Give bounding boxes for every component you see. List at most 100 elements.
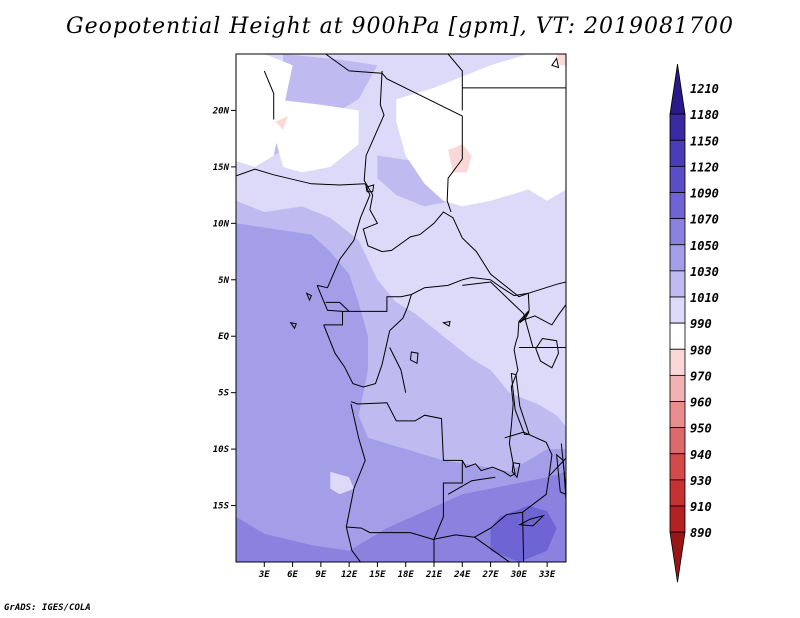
colorbar-swatch-11 [669,374,686,402]
colorbar-swatch-0 [669,63,686,115]
x-tick-label-9E: 9E [315,570,326,580]
colorbar-label-910: 910 [690,500,712,514]
colorbar-label-970: 970 [690,369,712,383]
boundary-23 [447,476,496,495]
boundary-26 [548,457,566,477]
boundary-24 [474,536,510,562]
y-axis-ticks: 20N 15N 10N 5N EQ 5S 10S 15S [212,106,236,512]
x-tick-label-24E: 24E [453,570,471,580]
country-boundaries [236,54,566,562]
lake-5 [365,184,375,193]
x-tick-label-12E: 12E [341,570,358,580]
colorbar-swatch-4 [669,192,686,220]
boundary-16 [474,476,550,538]
colorbar: 1210 1180 1150 1120 1090 1070 1050 1030 1010 990 9… [669,63,719,583]
boundary-11 [389,347,407,393]
height-region-11 [448,144,472,173]
boundary-25 [522,512,525,562]
x-tick-label-18E: 18E [398,570,415,580]
colorbar-swatch-6 [669,244,686,272]
x-tick-label-27E: 27E [481,570,499,580]
boundary-6 [446,158,463,213]
y-tick-label-15N: 15N [213,163,230,173]
x-axis-ticks: 3E 6E 9E 12E 15E 18E 21E 24E 27E 30E 33E [258,562,556,580]
y-tick-label-20N: 20N [212,106,230,116]
colorbar-label-1050: 1050 [690,239,719,253]
boundary-9 [323,311,343,326]
colorbar-swatch-15 [669,479,686,507]
colorbar-swatch-5 [669,218,686,246]
colorbar-label-1150: 1150 [690,134,719,148]
height-region-6 [490,505,557,562]
colorbar-swatch-12 [669,401,686,429]
boundary-2 [325,54,463,159]
boundary-17 [504,431,553,477]
colorbar-swatch-17 [669,531,686,583]
x-tick-label-15E: 15E [369,570,386,580]
y-tick-label-10N: 10N [213,219,230,229]
x-tick-label-3E: 3E [258,570,270,580]
height-region-9 [273,99,359,173]
colorbar-label-1210: 1210 [690,82,719,96]
lake-6 [409,351,419,365]
colorbar-swatch-13 [669,427,686,455]
boundary-22 [325,301,350,312]
boundary-0 [236,168,366,186]
plot-frame [235,53,567,563]
height-region-5 [236,471,566,562]
boundary-4 [447,54,463,111]
y-tick-label-10S: 10S [213,445,230,455]
colorbar-label-1010: 1010 [690,291,719,305]
height-region-13 [275,116,288,130]
boundary-3 [362,70,566,298]
lake-2 [511,462,521,479]
height-region-4 [236,223,566,562]
colorbar-label-940: 940 [690,448,712,462]
colorbar-label-960: 960 [690,396,712,410]
colorbar-label-1070: 1070 [690,213,719,227]
boundary-8 [316,276,529,312]
x-tick-label-21E: 21E [425,570,443,580]
y-tick-label-5S: 5S [218,389,229,399]
boundary-10 [323,294,412,388]
boundary-7 [316,183,371,289]
colorbar-label-890: 890 [690,526,712,540]
colorbar-swatch-9 [669,322,686,350]
grads-credit: GrADS: IGES/COLA [4,603,91,613]
y-tick-label-EQ: EQ [218,332,229,342]
colorbar-swatch-1 [669,113,686,141]
height-region-8 [236,54,293,167]
height-region-10 [396,54,566,207]
height-field-shading [236,54,566,562]
chart-title: Geopotential Height at 900hPa [gpm], VT:… [66,14,734,39]
colorbar-swatch-8 [669,296,686,324]
boundary-21 [462,281,534,348]
lake-3 [555,453,566,495]
boundary-19 [518,304,566,326]
colorbar-swatch-3 [669,165,686,193]
colorbar-label-1090: 1090 [690,187,719,201]
colorbar-swatch-2 [669,139,686,167]
x-tick-label-6E: 6E [287,570,298,580]
boundary-12 [350,293,530,477]
x-tick-label-30E: 30E [510,570,528,580]
lake-4 [518,514,546,527]
lake-9 [305,292,313,302]
colorbar-label-930: 930 [690,474,712,488]
y-tick-label-15S: 15S [213,502,230,512]
colorbar-swatch-14 [669,453,686,481]
boundary-14 [345,403,366,562]
colorbar-label-1120: 1120 [690,160,719,174]
colorbar-swatch-16 [669,505,686,533]
boundary-20 [560,443,566,500]
boundary-1 [263,70,275,120]
colorbar-label-950: 950 [690,422,712,436]
y-tick-label-5N: 5N [218,276,229,286]
lake-11 [551,57,560,69]
height-region-12 [556,54,566,66]
boundary-13 [346,526,475,540]
colorbar-label-1030: 1030 [690,265,719,279]
colorbar-swatch-7 [669,270,686,298]
boundary-15 [433,460,463,562]
